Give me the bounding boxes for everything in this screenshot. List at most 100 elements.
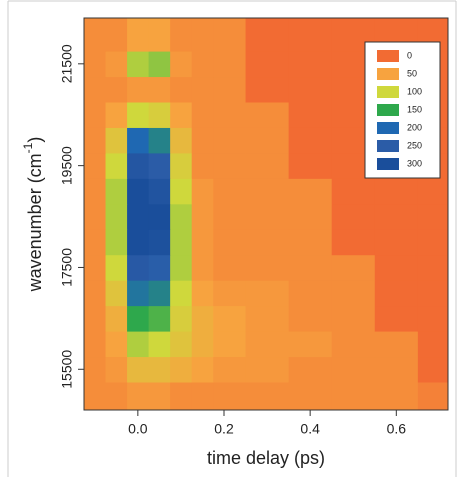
- legend-label: 150: [407, 104, 422, 114]
- x-tick-label: 0.4: [300, 421, 320, 437]
- legend-label: 250: [407, 140, 422, 150]
- contour-cell: [331, 229, 376, 256]
- contour-cell: [191, 152, 214, 179]
- contour-cell: [105, 331, 128, 358]
- contour-cell: [148, 178, 171, 205]
- contour-cell: [127, 254, 150, 281]
- legend-label: 0: [407, 50, 412, 60]
- contour-cell: [191, 127, 214, 154]
- contour-cell: [213, 203, 247, 230]
- contour-cell: [245, 203, 290, 230]
- contour-cell: [191, 76, 214, 103]
- contour-cell: [170, 229, 193, 256]
- contour-cell: [191, 203, 214, 230]
- contour-cell: [288, 254, 333, 281]
- legend-box: [364, 41, 441, 179]
- contour-cell: [105, 280, 128, 307]
- contour-cell: [148, 305, 171, 332]
- contour-cell: [288, 305, 333, 332]
- contour-cell: [105, 18, 128, 52]
- contour-cell: [170, 203, 193, 230]
- contour-cell: [191, 356, 214, 383]
- contour-cell: [331, 203, 376, 230]
- contour-cell: [105, 203, 128, 230]
- contour-cell: [245, 76, 290, 103]
- contour-cell: [374, 382, 419, 410]
- contour-cell: [105, 178, 128, 205]
- contour-cell: [245, 280, 290, 307]
- contour-cell: [127, 178, 150, 205]
- contour-cell: [245, 331, 290, 358]
- contour-cell: [374, 254, 419, 281]
- contour-cell: [170, 152, 193, 179]
- contour-cell: [105, 152, 128, 179]
- contour-cell: [288, 51, 333, 78]
- x-tick-label: 0.0: [128, 421, 148, 437]
- contour-cell: [191, 305, 214, 332]
- contour-cell: [331, 280, 376, 307]
- contour-cell: [191, 382, 214, 410]
- contour-cell: [213, 382, 247, 410]
- contour-cell: [84, 18, 107, 52]
- contour-cell: [245, 356, 290, 383]
- contour-cell: [245, 152, 290, 179]
- contour-cell: [127, 305, 150, 332]
- contour-cell: [191, 51, 214, 78]
- contour-cell: [245, 305, 290, 332]
- contour-cell: [127, 356, 150, 383]
- contour-cell: [213, 152, 247, 179]
- contour-cell: [213, 331, 247, 358]
- contour-cell: [213, 305, 247, 332]
- legend-swatch: [377, 86, 399, 98]
- contour-cell: [288, 152, 333, 179]
- contour-cell: [191, 331, 214, 358]
- contour-cell: [191, 280, 214, 307]
- contour-cell: [245, 229, 290, 256]
- contour-cell: [84, 152, 107, 179]
- contour-cell: [288, 127, 333, 154]
- contour-cell: [417, 382, 448, 410]
- contour-cell: [374, 305, 419, 332]
- contour-cell: [191, 229, 214, 256]
- contour-cell: [127, 203, 150, 230]
- contour-cell: [127, 76, 150, 103]
- contour-cell: [148, 102, 171, 128]
- contour-cell: [170, 102, 193, 128]
- contour-cell: [148, 76, 171, 103]
- contour-cell: [170, 356, 193, 383]
- contour-cell: [170, 382, 193, 410]
- contour-cell: [245, 127, 290, 154]
- contour-cell: [374, 229, 419, 256]
- contour-cell: [213, 178, 247, 205]
- contour-cell: [170, 127, 193, 154]
- contour-cell: [84, 127, 107, 154]
- y-tick-label: 19500: [59, 146, 75, 185]
- contour-cell: [105, 51, 128, 78]
- contour-cell: [170, 280, 193, 307]
- y-tick-label: 17500: [59, 248, 75, 287]
- contour-cell: [127, 280, 150, 307]
- contour-cell: [127, 51, 150, 78]
- x-tick-label: 0.2: [214, 421, 234, 437]
- contour-cell: [213, 102, 247, 128]
- contour-cell: [417, 229, 448, 256]
- contour-cell: [245, 382, 290, 410]
- contour-cell: [170, 331, 193, 358]
- contour-cell: [288, 382, 333, 410]
- contour-cell: [191, 102, 214, 128]
- contour-cell: [417, 178, 448, 205]
- contour-cell: [213, 280, 247, 307]
- contour-cell: [105, 76, 128, 103]
- legend-label: 200: [407, 122, 422, 132]
- contour-cell: [170, 51, 193, 78]
- contour-cell: [84, 51, 107, 78]
- contour-cell: [191, 178, 214, 205]
- contour-cell: [374, 356, 419, 383]
- contour-cell: [105, 102, 128, 128]
- contour-cell: [148, 18, 171, 52]
- contour-cell: [213, 356, 247, 383]
- contour-cell: [374, 178, 419, 205]
- legend-swatch: [377, 68, 399, 80]
- contour-cell: [148, 203, 171, 230]
- contour-cell: [127, 331, 150, 358]
